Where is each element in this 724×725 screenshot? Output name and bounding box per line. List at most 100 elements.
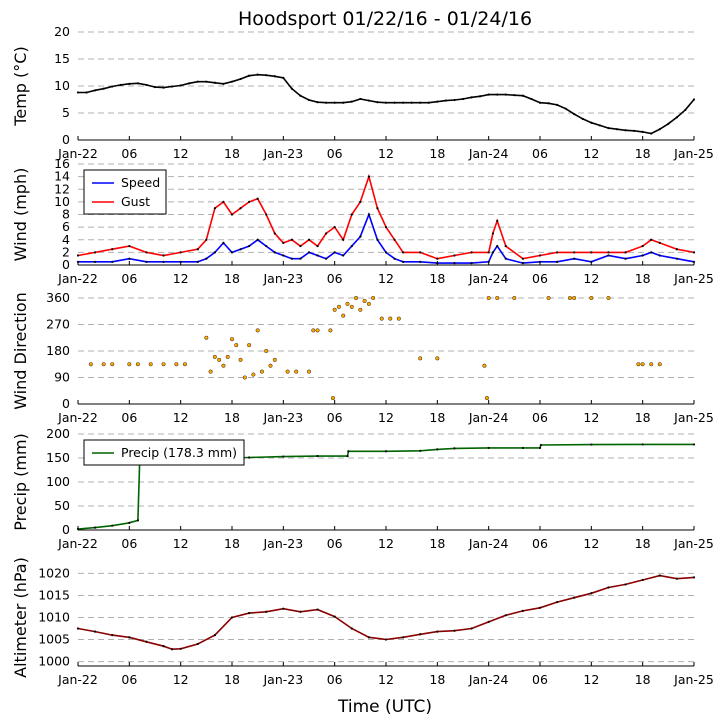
series-line [78, 212, 695, 264]
y-tick-label: 0 [62, 132, 70, 147]
data-point [393, 257, 396, 260]
data-point [299, 610, 302, 613]
x-tick-label: Jan-24 [468, 672, 509, 687]
x-tick-label: 18 [635, 146, 651, 161]
data-point [273, 75, 276, 78]
data-point [328, 328, 333, 333]
legend: Speed Gust [83, 169, 167, 215]
legend-label: Speed [121, 175, 160, 190]
data-point [307, 369, 312, 374]
data-point [205, 80, 208, 83]
panel-5: 1000 1005 1010 1015 1020 Jan-22 06 12 18 Jan-23 06… [11, 557, 714, 687]
series-line [77, 173, 695, 260]
data-point [444, 99, 447, 102]
data-point [487, 446, 490, 450]
x-tick-label: Jan-25 [673, 410, 714, 425]
data-point [641, 254, 644, 257]
data-point [590, 443, 593, 446]
data-point [487, 260, 490, 263]
data-point [248, 74, 251, 77]
data-point [101, 362, 106, 367]
data-point [282, 254, 285, 257]
data-point [633, 129, 636, 132]
data-point [624, 251, 627, 254]
x-tick-label: Jan-25 [673, 271, 714, 286]
y-axis-label: Precip (mm) [11, 433, 30, 531]
data-point [402, 636, 405, 639]
data-point [402, 260, 405, 263]
y-tick-label: 0 [62, 396, 70, 411]
data-point [248, 244, 251, 248]
data-point [205, 257, 208, 260]
data-point [436, 630, 439, 633]
data-point [94, 251, 97, 254]
data-point [521, 262, 524, 265]
x-tick-label: 12 [583, 536, 599, 551]
data-point [487, 620, 490, 624]
data-point [94, 526, 97, 529]
data-point [470, 627, 473, 630]
data-point [350, 213, 353, 216]
data-point [427, 101, 430, 104]
y-tick-label: 90 [54, 370, 70, 385]
y-tick-label: 0 [62, 522, 70, 537]
data-point [102, 87, 105, 90]
x-tick-label: Jan-22 [57, 536, 98, 551]
data-point [491, 251, 495, 254]
data-point [636, 362, 641, 367]
data-point [162, 260, 165, 263]
x-tick-label: 12 [378, 410, 394, 425]
data-point [371, 296, 376, 301]
data-point [658, 574, 661, 577]
y-tick-label: 1000 [38, 654, 70, 669]
data-point [607, 586, 610, 589]
data-point [573, 251, 576, 254]
x-tick-label: Jan-25 [673, 146, 714, 161]
data-point [538, 260, 542, 263]
x-tick-label: 18 [635, 536, 651, 551]
data-point [307, 98, 311, 102]
series-line [78, 73, 695, 135]
data-point [299, 257, 302, 260]
data-point [316, 608, 319, 611]
data-point [419, 260, 422, 263]
data-point [491, 232, 495, 235]
data-point [136, 82, 139, 85]
data-point [111, 85, 114, 88]
data-point [111, 248, 114, 251]
x-tick-label: Jan-22 [57, 146, 98, 161]
x-tick-label: 12 [378, 271, 394, 286]
data-point [294, 369, 299, 374]
data-point [692, 443, 696, 446]
data-point [418, 356, 423, 361]
data-point [641, 578, 644, 582]
data-point [367, 175, 370, 178]
data-point [213, 634, 216, 637]
data-point [419, 633, 422, 636]
data-point [470, 96, 473, 99]
data-point [521, 94, 524, 97]
data-point [76, 254, 80, 257]
series-line [77, 443, 694, 530]
data-point [354, 296, 359, 301]
data-point [341, 313, 346, 318]
data-point [504, 244, 507, 248]
data-point [658, 241, 661, 245]
data-point [325, 101, 328, 104]
data-point [265, 74, 268, 77]
data-point [419, 251, 422, 254]
data-point [590, 121, 593, 124]
data-point [153, 85, 157, 89]
data-point [640, 362, 645, 367]
data-point [358, 307, 363, 312]
data-point [482, 363, 487, 368]
data-point [248, 200, 251, 203]
data-point [76, 627, 80, 630]
data-point [546, 296, 551, 301]
data-point [650, 238, 653, 241]
data-point [453, 254, 456, 257]
data-point [521, 609, 524, 612]
y-tick-label: 100 [46, 474, 70, 489]
data-point [247, 343, 252, 348]
